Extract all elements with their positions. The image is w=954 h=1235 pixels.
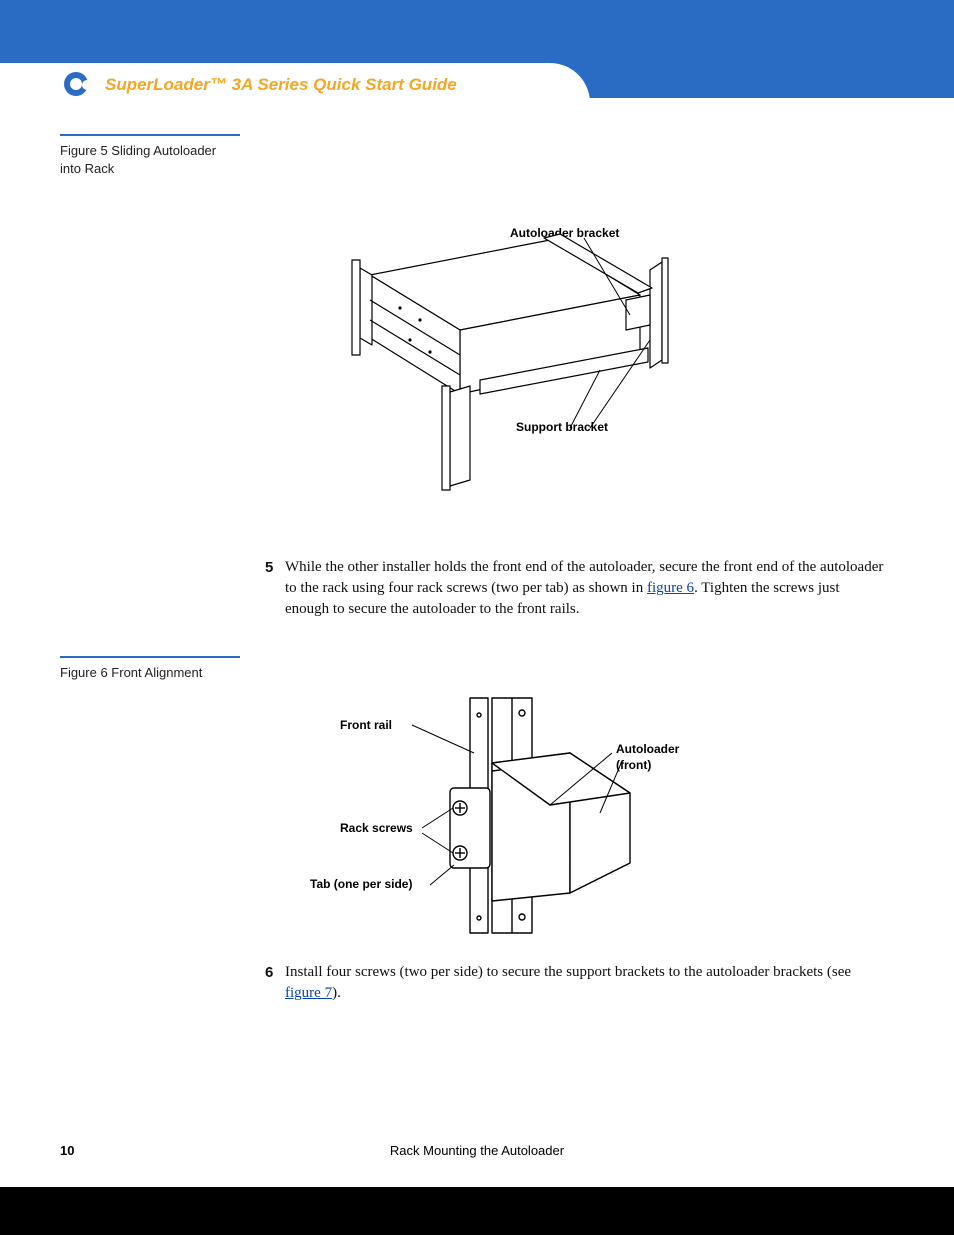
section-title: Rack Mounting the Autoloader (0, 1143, 954, 1158)
figure6-label-tab: Tab (one per side) (310, 877, 412, 891)
figure6-label-front-rail: Front rail (340, 718, 392, 732)
figure6-diagram (400, 693, 680, 943)
figure6-caption: Figure 6 Front Alignment (60, 656, 240, 682)
step-6-number: 6 (265, 962, 273, 983)
page-title: SuperLoader™ 3A Series Quick Start Guide (105, 75, 457, 95)
step-5: 5 While the other installer holds the fr… (285, 557, 887, 620)
figure5-diagram (300, 180, 700, 500)
footer-bar (0, 1187, 954, 1235)
figure5-caption: Figure 5 Sliding Autoloader into Rack (60, 134, 240, 177)
step-5-number: 5 (265, 557, 273, 578)
figure7-link[interactable]: figure 7 (285, 985, 332, 1001)
brand-logo-icon (64, 72, 92, 100)
step-6-text-b: ). (332, 985, 341, 1001)
figure6-link[interactable]: figure 6 (647, 580, 694, 596)
step-6: 6 Install four screws (two per side) to … (285, 962, 887, 1004)
step-6-text-a: Install four screws (two per side) to se… (285, 964, 851, 980)
